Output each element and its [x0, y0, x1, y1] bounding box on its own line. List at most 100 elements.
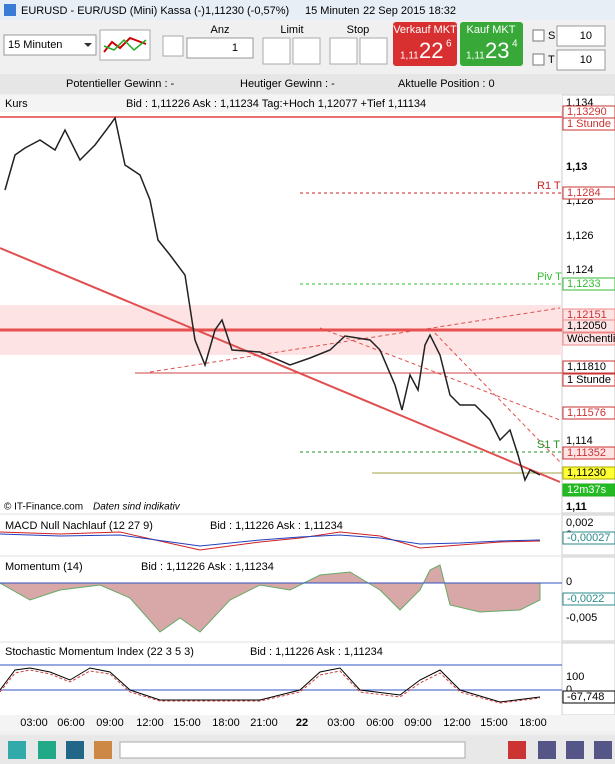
tool-icon[interactable] [94, 741, 112, 759]
price-tag-text: 1,11810 [567, 361, 606, 373]
price-tag-text: 1,12151 [567, 309, 607, 321]
potential-gain: Potentieller Gewinn : - [66, 78, 175, 90]
data-note: Daten sind indikativ [93, 502, 181, 513]
axis-label: 100 [566, 671, 584, 683]
tool-icon[interactable] [38, 741, 56, 759]
price-axis-label: 1,13 [566, 161, 587, 173]
time-label: 03:00 [327, 717, 355, 729]
sell-prefix: 1,11 [400, 51, 419, 62]
value-tag-text: -67,748 [567, 691, 604, 703]
tool-icon[interactable] [8, 741, 26, 759]
chart-type-button[interactable] [99, 29, 151, 61]
t-input[interactable] [556, 49, 606, 71]
price-tag [562, 373, 615, 387]
price-tag [562, 406, 615, 420]
time-label: 03:00 [20, 717, 48, 729]
scrollbar[interactable] [119, 741, 466, 759]
price-tag [562, 360, 615, 374]
price-tag-text: 1,11230 [567, 467, 606, 479]
buy-small: 4 [512, 39, 518, 50]
interval: 15 Minuten [305, 5, 359, 17]
piv-label: Piv T [537, 271, 562, 283]
time-label: 15:00 [480, 717, 508, 729]
limit-label: Limit [280, 24, 303, 36]
stoch-title: Stochastic Momentum Index (22 3 5 3) [5, 646, 194, 658]
price-tag [562, 466, 615, 480]
interval-select-text: 15 Minuten [8, 39, 62, 51]
today-gain: Heutiger Gewinn : - [240, 78, 335, 90]
price-tag [562, 186, 615, 200]
price-axis-label: 1,124 [566, 264, 594, 276]
s-checkbox[interactable] [532, 29, 545, 42]
limit-sell-button[interactable] [292, 37, 321, 65]
macd-quote: Bid : 1,11226 Ask : 1,11234 [210, 520, 343, 532]
value-tag-text: -0,0022 [567, 593, 604, 605]
price-tag-text: 1 Stunde [567, 118, 611, 130]
axis-label: 0 [566, 684, 572, 696]
axis-label: 0,002 [566, 517, 594, 529]
main-quote: Bid : 1,11226 Ask : 1,11234 Tag:+Hoch 1,… [126, 98, 426, 110]
price-tag-text: 1,11352 [567, 447, 606, 459]
price-tag [562, 332, 615, 346]
time-label: 22 [296, 717, 308, 729]
time-label: 18:00 [212, 717, 240, 729]
stop-label: Stop [347, 24, 370, 36]
axis-label: 0 [566, 576, 572, 588]
tool-icon[interactable] [508, 741, 526, 759]
tool-icon[interactable] [66, 741, 84, 759]
buy-button[interactable] [460, 22, 523, 66]
sell-label: Verkauf MKT [393, 24, 457, 36]
time-label: 21:00 [250, 717, 278, 729]
change: 1,11230 (-0,57%) [205, 5, 289, 17]
time-label: 15:00 [173, 717, 201, 729]
price-axis-label: 1,11 [566, 501, 587, 513]
momentum-quote: Bid : 1,11226 Ask : 1,11234 [141, 561, 274, 573]
price-tag-text: 1,12050 [567, 320, 607, 332]
limit-buy-button[interactable] [262, 37, 291, 65]
price-tag-text: 1,11576 [567, 407, 606, 419]
s-value: 10 [580, 30, 592, 42]
stoch-quote: Bid : 1,11226 Ask : 1,11234 [250, 646, 383, 658]
time-label: 18:00 [519, 717, 547, 729]
sell-big: 22 [419, 38, 443, 63]
tool-icon[interactable] [594, 741, 612, 759]
momentum-title: Momentum (14) [5, 561, 83, 573]
symbol: EURUSD - EUR/USD (Mini) Kassa (-) [21, 5, 205, 17]
value-tag-text: -0,00027 [567, 532, 610, 544]
time-label: 09:00 [96, 717, 124, 729]
qty-label: Anz [211, 24, 230, 36]
macd-title: MACD Null Nachlauf (12 27 9) [5, 520, 153, 532]
price-tag-text: 12m37s [567, 484, 607, 496]
buy-label: Kauf MKT [467, 24, 516, 36]
main-title: Kurs [5, 98, 28, 110]
price-tag-text: 1 Stunde [567, 374, 611, 386]
axis-label: -0,005 [566, 612, 597, 624]
qty-input[interactable] [186, 37, 254, 59]
price-tag [562, 277, 615, 291]
time-label: 12:00 [136, 717, 164, 729]
t-checkbox[interactable] [532, 53, 545, 66]
r1-label: R1 T [537, 180, 561, 192]
price-tag [562, 117, 615, 131]
stop-buy-button[interactable] [329, 37, 358, 65]
sell-button[interactable] [393, 22, 457, 66]
price-tag-text: 1,13290 [567, 106, 607, 118]
buy-big: 23 [485, 38, 509, 63]
t-label: T [548, 54, 555, 66]
settings-button[interactable] [162, 35, 184, 57]
s-label: S [548, 30, 555, 42]
interval-select[interactable] [3, 34, 97, 56]
s-input[interactable] [556, 25, 606, 47]
value-tag [562, 531, 615, 545]
price-tag [562, 483, 615, 497]
tool-icon[interactable] [538, 741, 556, 759]
price-axis-label: 1,126 [566, 230, 594, 242]
price-tag-text: 1,1284 [567, 187, 601, 199]
time-label: 06:00 [57, 717, 85, 729]
tool-icon[interactable] [566, 741, 584, 759]
time-label: 09:00 [404, 717, 432, 729]
stop-sell-button[interactable] [359, 37, 388, 65]
t-value: 10 [580, 54, 592, 66]
value-tag [562, 592, 615, 606]
